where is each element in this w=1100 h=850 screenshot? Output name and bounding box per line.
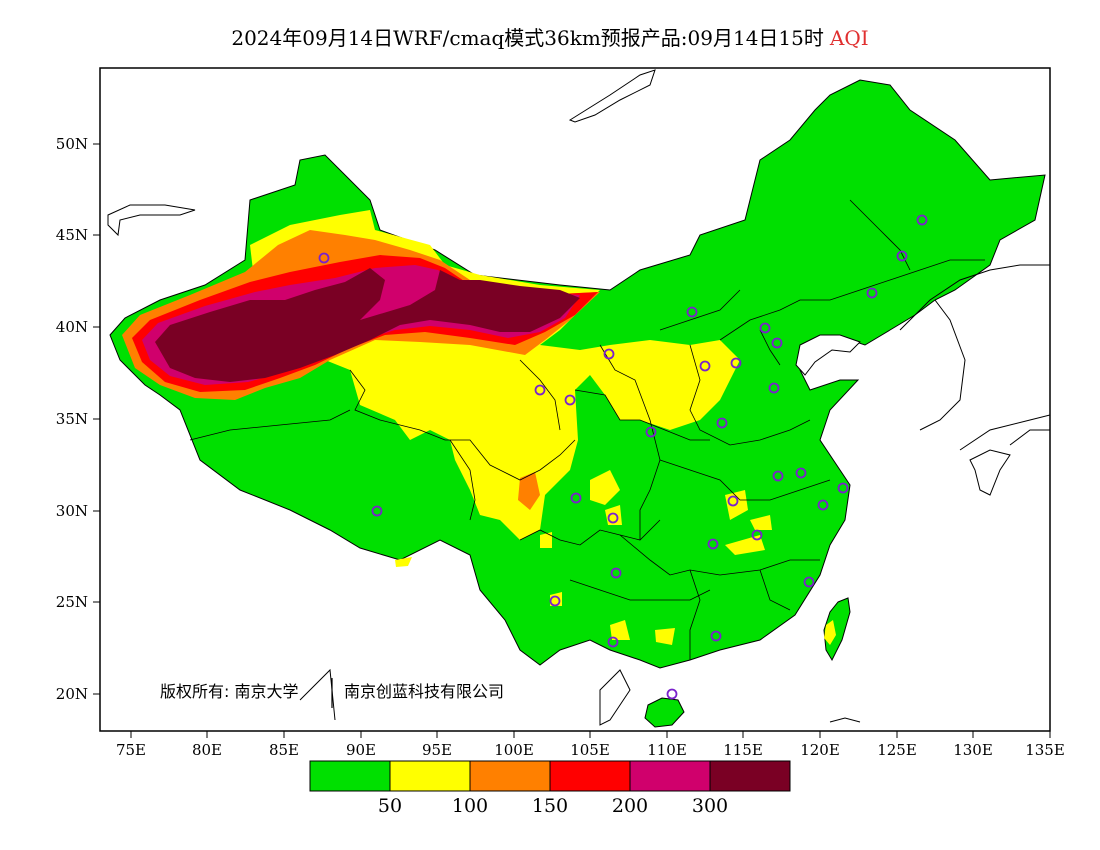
city-marker: [534, 384, 546, 396]
city-marker: [866, 287, 878, 299]
province-boundaries: [189, 199, 985, 660]
lat-label: 35N: [56, 410, 88, 428]
city-marker: [710, 630, 722, 642]
city-marker: [707, 538, 719, 550]
city-marker: [570, 492, 582, 504]
map-content: [107, 69, 1050, 728]
colorbar-swatch: [389, 760, 471, 792]
bohai-sea: [795, 334, 861, 376]
lon-label: 110E: [647, 741, 687, 759]
lat-label: 30N: [56, 502, 88, 520]
lon-label: 95E: [422, 741, 452, 759]
title-main: 2024年09月14日WRF/cmaq模式36km预报产品:09月14日15时: [231, 26, 824, 50]
city-marker: [759, 322, 771, 334]
colorbar-swatch: [469, 760, 551, 792]
lon-label: 85E: [269, 741, 299, 759]
city-marker: [607, 636, 619, 648]
colorbar-swatch: [549, 760, 631, 792]
city-marker: [699, 360, 711, 372]
aqi-yellow-patch: [540, 532, 552, 548]
city-marker: [318, 252, 330, 264]
city-marker: [768, 382, 780, 394]
city-marker: [772, 470, 784, 482]
city-markers: [318, 214, 928, 700]
lat-label: 50N: [56, 135, 88, 153]
lon-label: 130E: [953, 741, 993, 759]
colorbar-swatch: [309, 760, 391, 792]
city-marker: [916, 214, 928, 226]
city-marker: [564, 394, 576, 406]
copyright: 版权所有: 南京大学 南京创蓝科技有限公司: [160, 678, 504, 708]
lat-label: 40N: [56, 318, 88, 336]
aqi-yellow-patch: [395, 557, 412, 567]
aqi-yellow-patch: [655, 628, 675, 645]
lon-label: 135E: [1025, 741, 1065, 759]
city-marker: [896, 250, 908, 262]
city-marker: [727, 495, 739, 507]
colorbar-label: 150: [532, 795, 568, 817]
city-marker: [610, 567, 622, 579]
city-marker: [607, 512, 619, 524]
colorbar-swatch: [629, 760, 711, 792]
aqi-orange-patch: [518, 472, 540, 510]
lon-axis: [130, 731, 1051, 738]
city-marker: [817, 499, 829, 511]
colorbar-label: 200: [612, 795, 648, 817]
lat-label: 45N: [56, 226, 88, 244]
city-marker: [837, 482, 849, 494]
lon-label: 125E: [877, 741, 917, 759]
colorbar-swatch: [709, 760, 791, 792]
aqi-yellow-patch: [750, 515, 772, 530]
title-variable: AQI: [829, 26, 869, 50]
city-marker: [751, 529, 763, 541]
city-marker: [795, 467, 807, 479]
lat-axis: [93, 143, 100, 695]
city-marker: [666, 688, 678, 700]
colorbar-label: 300: [692, 795, 728, 817]
city-marker: [716, 417, 728, 429]
lon-label: 80E: [192, 741, 222, 759]
aqi-yellow-patch: [610, 620, 630, 640]
lat-label: 25N: [56, 593, 88, 611]
lon-label: 75E: [116, 741, 146, 759]
lat-label: 20N: [56, 685, 88, 703]
city-marker: [645, 426, 657, 438]
city-marker: [803, 576, 815, 588]
taiwan-island: [823, 597, 851, 662]
city-marker: [603, 348, 615, 360]
copyright-left: 版权所有: 南京大学: [160, 682, 298, 701]
colorbar-label: 100: [452, 795, 488, 817]
colorbar: 50 100 150 200 300: [309, 760, 791, 817]
taiwan-yellow-zone: [824, 620, 836, 645]
aqi-darkred-zone: [155, 268, 580, 382]
colorbar-label: 50: [378, 795, 402, 817]
lat-labels: 50N 45N 40N 35N 30N 25N 20N: [56, 135, 88, 703]
city-marker: [730, 357, 742, 369]
map-title: 2024年09月14日WRF/cmaq模式36km预报产品:09月14日15时 A…: [0, 22, 1100, 51]
city-marker: [771, 337, 783, 349]
copyright-right: 南京创蓝科技有限公司: [344, 682, 504, 701]
lon-label: 90E: [346, 741, 376, 759]
city-marker: [371, 505, 383, 517]
lon-labels: 75E 80E 85E 90E 95E 100E 105E 110E 115E …: [116, 741, 1065, 759]
city-marker: [549, 595, 561, 607]
lon-label: 100E: [494, 741, 534, 759]
lon-label: 115E: [723, 741, 763, 759]
aqi-yellow-patch: [590, 470, 620, 505]
city-marker: [686, 306, 698, 318]
hainan-island: [644, 697, 685, 728]
lon-label: 120E: [800, 741, 840, 759]
lon-label: 105E: [570, 741, 610, 759]
map-frame: [99, 67, 1051, 732]
